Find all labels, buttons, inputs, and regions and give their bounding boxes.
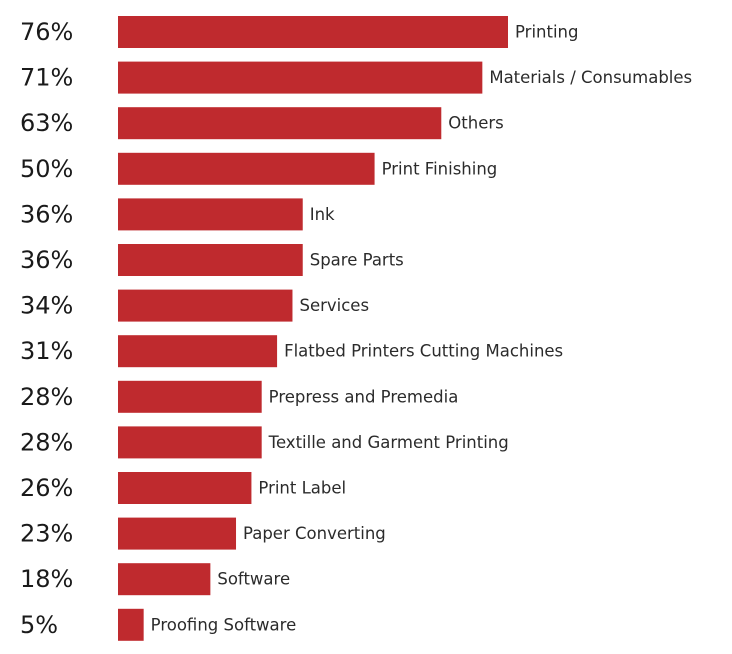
bar bbox=[118, 380, 262, 413]
value-label: 34% bbox=[20, 292, 73, 320]
value-label: 50% bbox=[20, 155, 73, 183]
category-label: Services bbox=[299, 296, 369, 315]
value-label: 28% bbox=[20, 383, 73, 411]
bar bbox=[118, 16, 508, 48]
bar bbox=[118, 152, 375, 185]
category-label: Flatbed Printers Cutting Machines bbox=[284, 342, 563, 361]
bar bbox=[118, 517, 237, 550]
bar bbox=[118, 61, 483, 94]
value-label: 5% bbox=[20, 611, 58, 639]
category-label: Print Finishing bbox=[382, 159, 498, 178]
category-label: Prepress and Premedia bbox=[269, 387, 459, 406]
bars-group: 76% Printing 71% Materials / Consumables 63%… bbox=[20, 16, 692, 641]
bar bbox=[118, 335, 278, 368]
value-label: 26% bbox=[20, 474, 73, 502]
category-label: Printing bbox=[515, 23, 578, 42]
bar bbox=[118, 608, 144, 641]
category-label: Others bbox=[448, 114, 503, 133]
category-label: Materials / Consumables bbox=[489, 68, 692, 87]
bar bbox=[118, 426, 262, 459]
value-label: 71% bbox=[20, 64, 73, 92]
category-label: Paper Converting bbox=[243, 524, 386, 543]
bar bbox=[118, 563, 211, 596]
category-label: Textille and Garment Printing bbox=[268, 433, 509, 452]
category-label: Software bbox=[217, 570, 290, 589]
bar bbox=[118, 289, 293, 322]
category-label: Proofing Software bbox=[151, 615, 297, 634]
bar bbox=[118, 472, 252, 504]
value-label: 23% bbox=[20, 520, 73, 548]
value-label: 31% bbox=[20, 337, 73, 365]
bar bbox=[118, 244, 303, 276]
value-label: 18% bbox=[20, 565, 73, 593]
bar bbox=[118, 107, 442, 140]
value-label: 76% bbox=[20, 18, 73, 46]
value-label: 63% bbox=[20, 109, 73, 137]
category-label: Spare Parts bbox=[310, 251, 404, 270]
value-label: 36% bbox=[20, 200, 73, 228]
value-label: 28% bbox=[20, 428, 73, 456]
bar bbox=[118, 198, 303, 231]
category-label: Print Label bbox=[258, 479, 346, 498]
category-label: Ink bbox=[310, 205, 335, 224]
value-label: 36% bbox=[20, 246, 73, 274]
